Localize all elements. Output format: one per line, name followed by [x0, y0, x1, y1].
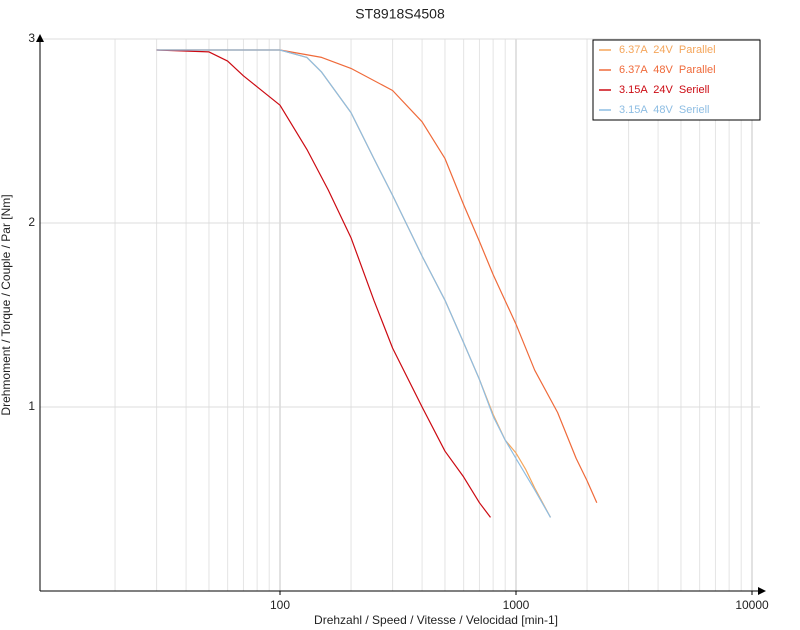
- lines: [156, 49, 598, 518]
- y-tick-label: 1: [28, 399, 35, 413]
- series-line: [156, 49, 552, 518]
- y-tick-label: 2: [28, 215, 35, 229]
- legend-label: 6.37A 48V Parallel: [619, 64, 716, 76]
- legend-box: [592, 39, 761, 121]
- legend-label: 3.15A 24V Seriell: [619, 84, 710, 96]
- axes: [36, 34, 766, 595]
- series-line: [156, 49, 491, 518]
- series-line: [156, 49, 598, 503]
- x-arrow: [758, 587, 766, 595]
- legend-label: 3.15A 48V Seriell: [619, 104, 710, 116]
- series-line: [156, 49, 552, 518]
- y-arrow: [36, 34, 44, 42]
- legend: 6.37A 24V Parallel 6.37A 48V Parallel 3.15…: [592, 39, 761, 121]
- x-tick-label: 1000: [503, 598, 530, 612]
- x-axis-label: Drehzahl / Speed / Vitesse / Velocidad […: [314, 613, 558, 627]
- legend-label: 6.37A 24V Parallel: [619, 44, 716, 56]
- x-tick-label: 10000: [735, 598, 769, 612]
- chart-title: ST8918S4508: [355, 6, 445, 22]
- y-tick-label: 3: [28, 31, 35, 45]
- y-axis-label: Drehmoment / Torque / Couple / Par [Nm]: [0, 194, 13, 415]
- x-tick-label: 100: [270, 598, 290, 612]
- grid: 100 1000 10000 1 2 3: [28, 31, 769, 612]
